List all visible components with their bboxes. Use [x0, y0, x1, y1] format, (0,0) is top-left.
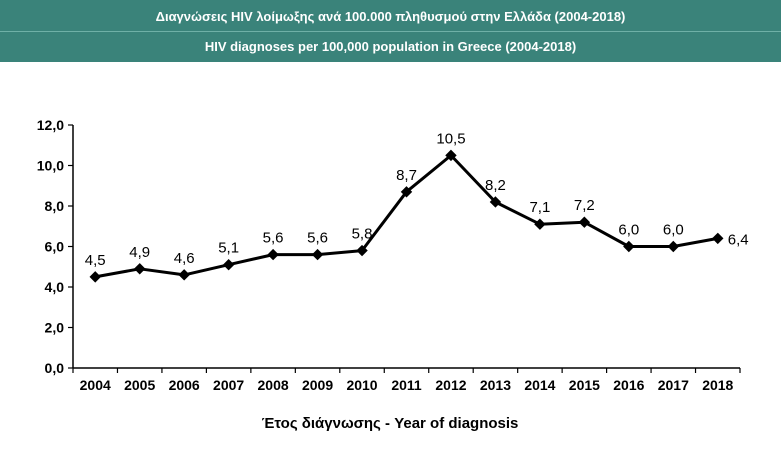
- x-tick-label: 2008: [258, 377, 289, 393]
- axes: [68, 124, 741, 373]
- line-chart: 0,0 2,0 4,0 6,0 8,0 10,0 12,0 2004 2005 2006 2007 2…: [37, 117, 749, 432]
- x-tick-label: 2018: [702, 377, 733, 393]
- x-tick-label: 2007: [213, 377, 244, 393]
- x-tick-label: 2009: [302, 377, 333, 393]
- data-point-marker: [89, 271, 101, 283]
- data-point-marker: [667, 240, 680, 253]
- data-point-marker: [623, 240, 635, 253]
- data-label: 5,6: [307, 230, 328, 247]
- y-tick-label: 10,0: [37, 158, 64, 174]
- x-tick-label: 2014: [524, 377, 555, 393]
- x-tick-label: 2017: [658, 377, 689, 393]
- chart-title-greek: Διαγνώσεις HIV λοίμωξης ανά 100.000 πληθ…: [155, 9, 626, 24]
- data-label: 5,6: [263, 230, 284, 247]
- data-point-marker: [133, 263, 146, 275]
- y-tick-label: 4,0: [45, 279, 65, 295]
- data-point-marker: [356, 244, 368, 257]
- series-line-group: [89, 149, 724, 283]
- x-tick-label: 2016: [613, 377, 644, 393]
- data-point-marker: [534, 218, 546, 230]
- data-point-marker: [578, 216, 591, 228]
- data-label: 7,1: [529, 199, 550, 216]
- x-tick-label: 2005: [124, 377, 155, 393]
- x-axis-title: Έτος διάγνωσης - Year of diagnosis: [262, 415, 519, 432]
- data-label: 8,2: [485, 177, 506, 194]
- x-tick-label: 2010: [346, 377, 377, 393]
- data-label: 10,5: [436, 130, 465, 147]
- x-tick-label: 2011: [391, 377, 422, 393]
- x-tick-label: 2012: [435, 377, 466, 393]
- y-tick-label: 8,0: [45, 198, 65, 214]
- y-tick-label: 6,0: [45, 239, 65, 255]
- y-tick-label: 2,0: [45, 320, 65, 336]
- x-tick-label: 2015: [569, 377, 600, 393]
- data-point-marker: [311, 248, 324, 261]
- data-point-marker: [489, 196, 502, 208]
- data-label: 4,5: [85, 252, 106, 269]
- data-label: 5,1: [218, 240, 239, 257]
- y-tick-label: 0,0: [45, 360, 65, 376]
- data-label: 8,7: [396, 167, 417, 184]
- x-tick-label: 2004: [80, 377, 111, 393]
- data-label: 4,9: [129, 244, 150, 261]
- data-point-marker: [267, 248, 279, 261]
- data-label: 5,8: [352, 226, 373, 243]
- data-label: 4,6: [174, 250, 195, 267]
- data-label: 6,0: [663, 222, 684, 239]
- data-point-marker: [222, 259, 235, 271]
- data-label: 6,4: [728, 231, 749, 248]
- data-label: 6,0: [618, 222, 639, 239]
- x-tick-label: 2006: [169, 377, 200, 393]
- header-banner: Διαγνώσεις HIV λοίμωξης ανά 100.000 πληθ…: [0, 0, 781, 62]
- chart-title-english: HIV diagnoses per 100,000 population in …: [204, 39, 577, 54]
- banner-divider: [0, 31, 781, 32]
- data-labels: 4,5 4,9 4,6 5,1 5,6 5,6 5,8 8,7 10,5 8,2 7,1 7,2 6,0…: [85, 130, 749, 269]
- data-point-marker: [178, 269, 190, 281]
- data-label: 7,2: [574, 197, 595, 214]
- data-point-marker: [445, 149, 457, 162]
- x-tick-label: 2013: [480, 377, 511, 393]
- data-point-marker: [400, 186, 413, 198]
- data-point-marker: [712, 232, 724, 245]
- tick-labels: 0,0 2,0 4,0 6,0 8,0 10,0 12,0 2004 2005 2006 2007 2…: [37, 117, 734, 393]
- y-tick-label: 12,0: [37, 117, 64, 133]
